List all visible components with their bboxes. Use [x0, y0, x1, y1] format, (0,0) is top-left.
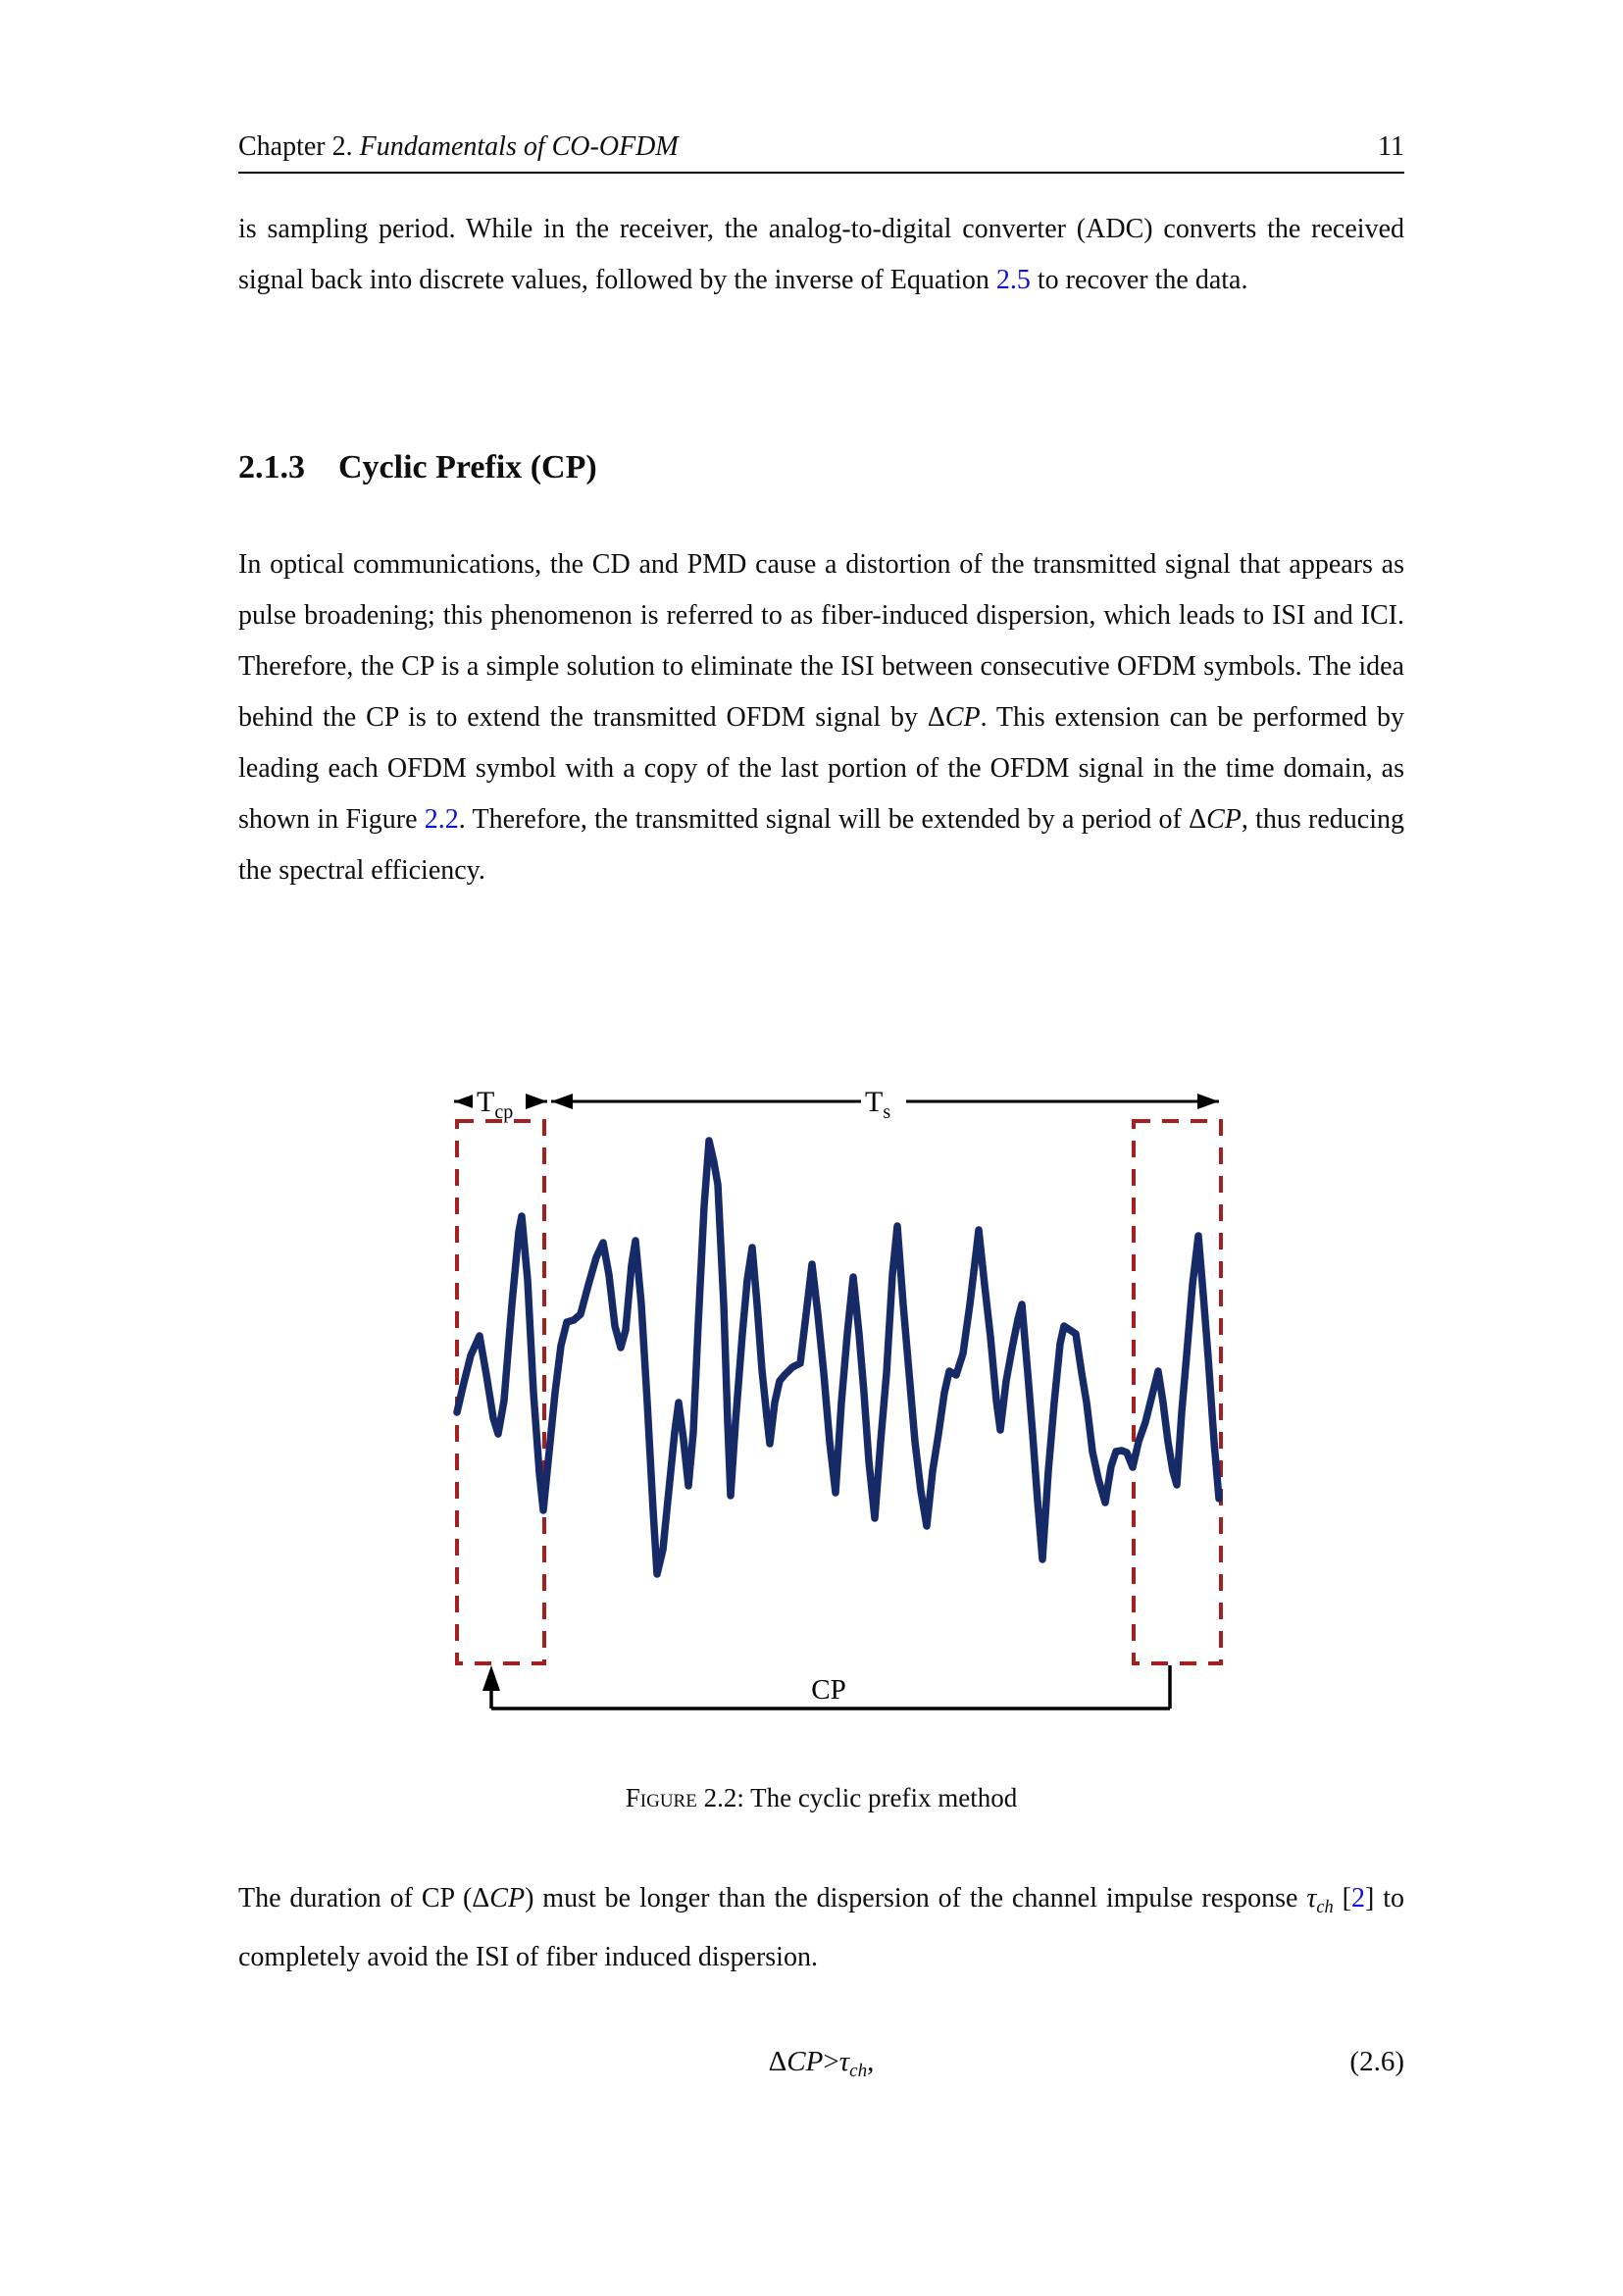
section-title: Cyclic Prefix (CP)	[338, 449, 597, 485]
ts-arrowhead-left-icon	[551, 1094, 573, 1109]
equation-body: ΔCP>τch,	[238, 2046, 1404, 2082]
text-run: Chapter 2.	[238, 131, 360, 162]
text-mi: CP	[489, 1883, 526, 1913]
cp-region-box-right	[1132, 1119, 1223, 1665]
ref-link[interactable]: 2.2	[424, 804, 459, 835]
text-run: . This extension can be performed by lea…	[238, 702, 1404, 835]
text-sub: ch	[1316, 1897, 1334, 1916]
text-run: , thus reducing the spectral efficiency.	[238, 804, 1405, 886]
paragraph-intro: is sampling period. While in the receive…	[238, 204, 1404, 306]
section-heading: 2.1.3 Cyclic Prefix (CP)	[238, 449, 1404, 486]
running-title: Chapter 2. Fundamentals of CO-OFDM	[238, 131, 679, 163]
text-mi: τ	[1306, 1883, 1317, 1913]
text-mi: CP	[944, 702, 981, 733]
page-number: 11	[1378, 131, 1404, 162]
text-run: The duration of CP (	[238, 1883, 473, 1913]
text-mi: CP	[1206, 804, 1242, 835]
equation-number: (2.6)	[1349, 2046, 1404, 2077]
text-mi: CP	[786, 2046, 824, 2077]
text-mi: τ	[838, 2046, 850, 2077]
tcp-label-mask	[473, 1083, 526, 1120]
figure-2-2: Tcp Ts CP	[0, 1059, 1623, 1756]
text-sub: ch	[849, 2061, 868, 2081]
ts-label-mask	[861, 1083, 906, 1120]
text-i: Fundamentals of CO-OFDM	[359, 131, 679, 162]
text-mn: Δ	[927, 702, 945, 733]
ref-link[interactable]: 2	[1351, 1883, 1366, 1913]
text-mn: Δ	[1189, 804, 1207, 835]
tcp-arrowhead-left-icon	[454, 1094, 476, 1109]
paragraph-duration: The duration of CP (ΔCP) must be longer …	[238, 1873, 1404, 1983]
figure-caption: Figure 2.2: The cyclic prefix method	[238, 1783, 1404, 1813]
figure-caption-text: The cyclic prefix method	[750, 1783, 1018, 1812]
text-mn: Δ	[472, 1883, 490, 1913]
ref-link[interactable]: 2.5	[995, 265, 1031, 295]
text-mn: >	[823, 2046, 839, 2077]
ofdm-waveform-path	[453, 1137, 1223, 1578]
page-header: Chapter 2. Fundamentals of CO-OFDM 11	[238, 131, 1404, 174]
equation-2-6: ΔCP>τch, (2.6)	[238, 2046, 1404, 2085]
cp-region-box-left	[455, 1119, 546, 1665]
tcp-arrowhead-right-icon	[526, 1094, 547, 1109]
text-run: to recover the data.	[1030, 265, 1248, 295]
text-mn: Δ	[768, 2046, 787, 2077]
text-run: is sampling period. While in the receive…	[238, 214, 1404, 295]
ts-arrowhead-right-icon	[1197, 1094, 1219, 1109]
bracket-up-arrowhead-icon	[482, 1665, 500, 1691]
paragraph-cyclic-prefix: In optical communications, the CD and PM…	[238, 539, 1404, 896]
text-run: ,	[867, 2046, 875, 2077]
text-run: In optical communications, the CD and PM…	[238, 549, 1404, 733]
text-run: ] to completely avoid the ISI of fiber i…	[238, 1883, 1405, 1972]
cp-label: CP	[811, 1674, 845, 1706]
figure-caption-label: Figure 2.2:	[625, 1783, 744, 1812]
text-run: . Therefore, the transmitted signal will…	[458, 804, 1190, 835]
section-number: 2.1.3	[238, 449, 305, 485]
text-run: [	[1333, 1883, 1352, 1913]
text-run: ) must be longer than the dispersion of …	[525, 1883, 1307, 1913]
